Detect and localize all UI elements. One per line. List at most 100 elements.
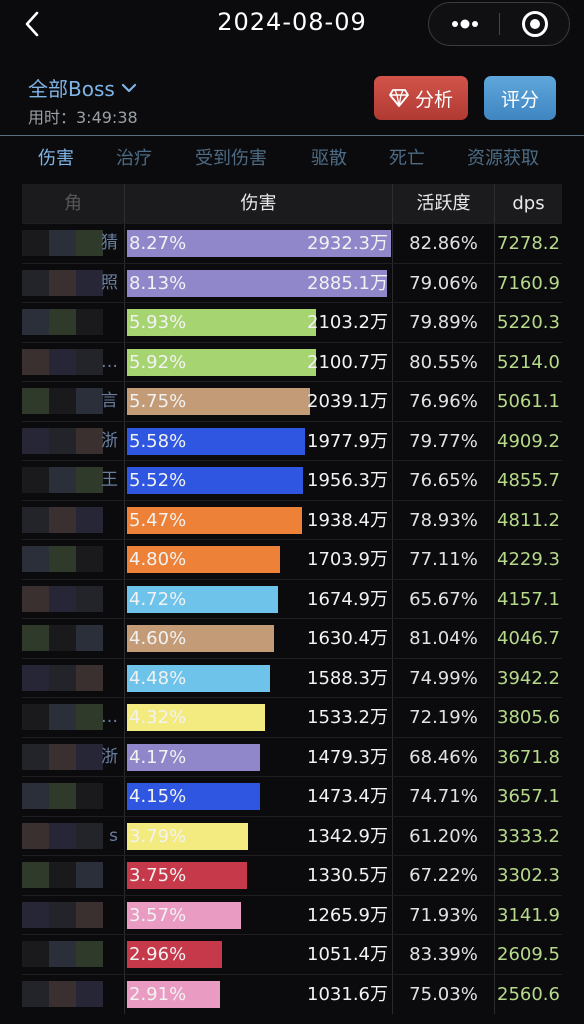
damage-bar [127, 388, 310, 415]
activity-cell: 78.93% [392, 500, 494, 540]
table-row[interactable]: 4.80% 1703.9万 77.11% 4229.3 [22, 539, 562, 579]
blurred-avatar-block [49, 941, 76, 967]
tab-dispel[interactable]: 驱散 [311, 148, 347, 169]
header-activity[interactable]: 活跃度 [392, 184, 494, 223]
more-icon[interactable] [449, 13, 481, 35]
header-damage[interactable]: 伤害 [124, 184, 392, 223]
damage-cell: 5.58% 1977.9万 [124, 421, 392, 461]
table-row[interactable]: 猜 8.27% 2932.3万 82.86% 7278.2 [22, 223, 562, 263]
table-row[interactable]: 浙 4.17% 1479.3万 68.46% 3671.8 [22, 736, 562, 777]
player-name-cell [22, 777, 124, 816]
damage-cell: 5.92% 2100.7万 [124, 342, 392, 382]
analyze-button[interactable]: 分析 [374, 76, 468, 120]
page-title: 2024-08-09 [217, 8, 367, 36]
damage-cell: 3.75% 1330.5万 [124, 856, 392, 895]
player-name-fragment: 照 [101, 272, 118, 293]
mini-program-capsule [428, 2, 570, 46]
activity-cell: 75.03% [392, 974, 494, 1014]
damage-cell: 4.48% 1588.3万 [124, 658, 392, 698]
blurred-avatar-block [22, 980, 49, 1007]
activity-cell: 71.93% [392, 895, 494, 935]
player-name-cell: s [22, 817, 124, 856]
damage-cell: 2.96% 1051.4万 [124, 935, 392, 974]
damage-cell: 4.80% 1703.9万 [124, 540, 392, 579]
tab-resources[interactable]: 资源获取 [467, 148, 539, 169]
damage-amount: 2885.1万 [307, 272, 388, 294]
player-name-cell [22, 856, 124, 895]
dps-cell: 4157.1 [494, 579, 562, 619]
boss-selector[interactable]: 全部Boss [28, 73, 137, 102]
blurred-avatar-block [49, 585, 76, 612]
damage-percent: 4.15% [129, 786, 187, 807]
damage-percent: 5.93% [129, 312, 187, 333]
damage-cell: 4.17% 1479.3万 [124, 737, 392, 777]
header-name[interactable]: 角 [64, 193, 82, 214]
activity-cell: 61.20% [392, 816, 494, 856]
table-row[interactable]: 照 8.13% 2885.1万 79.06% 7160.9 [22, 262, 562, 303]
damage-bar [127, 348, 316, 376]
damage-percent: 5.92% [129, 351, 187, 373]
damage-percent: 4.80% [129, 549, 187, 570]
table-row[interactable]: 2.91% 1031.6万 75.03% 2560.6 [22, 973, 562, 1014]
table-row[interactable]: 4.48% 1588.3万 74.99% 3942.2 [22, 657, 562, 698]
blurred-avatar-block [49, 427, 76, 454]
table-row[interactable]: … 5.92% 2100.7万 80.55% 5214.0 [22, 341, 562, 382]
tab-damage[interactable]: 伤害 [38, 148, 74, 169]
damage-cell: 5.75% 2039.1万 [124, 382, 392, 421]
blurred-avatar-block [22, 230, 49, 256]
diamond-icon [389, 89, 409, 107]
dps-cell: 7160.9 [494, 263, 562, 303]
table-row[interactable]: 5.93% 2103.2万 79.89% 5220.3 [22, 302, 562, 342]
blurred-avatar-block [76, 585, 103, 612]
tab-damage-taken[interactable]: 受到伤害 [195, 148, 267, 169]
damage-bar [127, 625, 274, 652]
table-row[interactable]: s 3.79% 1342.9万 61.20% 3333.2 [22, 815, 562, 856]
damage-percent: 3.75% [129, 865, 187, 886]
player-name-cell: 浙 [22, 738, 124, 777]
activity-cell: 77.11% [392, 540, 494, 579]
activity-cell: 80.55% [392, 342, 494, 382]
activity-cell: 72.19% [392, 698, 494, 737]
tab-deaths[interactable]: 死亡 [389, 148, 425, 169]
tab-healing[interactable]: 治疗 [116, 148, 152, 169]
table-row[interactable]: 3.57% 1265.9万 71.93% 3141.9 [22, 894, 562, 935]
damage-cell: 3.57% 1265.9万 [124, 895, 392, 935]
blurred-avatar-block [22, 546, 49, 572]
table-row[interactable]: 2.96% 1051.4万 83.39% 2609.5 [22, 934, 562, 974]
blurred-avatar-block [76, 862, 103, 888]
table-row[interactable]: 4.60% 1630.4万 81.04% 4046.7 [22, 618, 562, 658]
table-row[interactable]: 4.72% 1674.9万 65.67% 4157.1 [22, 578, 562, 619]
table-row[interactable]: 4.15% 1473.4万 74.71% 3657.1 [22, 776, 562, 816]
player-name-cell: … [22, 343, 124, 382]
table-row[interactable]: 言 5.75% 2039.1万 76.96% 5061.1 [22, 381, 562, 421]
damage-amount: 1703.9万 [307, 549, 388, 570]
rate-button[interactable]: 评分 [484, 76, 556, 120]
damage-bar [127, 506, 302, 534]
table-row[interactable]: 浙 5.58% 1977.9万 79.77% 4909.2 [22, 420, 562, 461]
blurred-avatar-block [22, 625, 49, 651]
damage-cell: 5.93% 2103.2万 [124, 303, 392, 342]
damage-bar [127, 980, 220, 1008]
header-dps[interactable]: dps [494, 184, 562, 223]
player-name-fragment: 王 [101, 470, 118, 490]
activity-cell: 76.65% [392, 461, 494, 500]
damage-bar [127, 704, 265, 731]
close-target-icon[interactable] [521, 10, 549, 38]
dps-cell: 7278.2 [494, 224, 562, 263]
table-row[interactable]: 3.75% 1330.5万 67.22% 3302.3 [22, 855, 562, 895]
table-row[interactable]: 王 5.52% 1956.3万 76.65% 4855.7 [22, 460, 562, 500]
blurred-avatar-block [22, 901, 49, 928]
blurred-avatar-block [49, 783, 76, 809]
activity-cell: 83.39% [392, 935, 494, 974]
activity-cell: 79.06% [392, 263, 494, 303]
player-name-cell [22, 659, 124, 698]
player-name-cell [22, 540, 124, 579]
damage-percent: 5.75% [129, 391, 187, 412]
dps-cell: 4855.7 [494, 461, 562, 500]
back-icon[interactable] [20, 10, 44, 38]
table-row[interactable]: … 4.32% 1533.2万 72.19% 3805.6 [22, 697, 562, 737]
rate-button-label: 评分 [500, 88, 539, 111]
table-row[interactable]: 5.47% 1938.4万 78.93% 4811.2 [22, 499, 562, 540]
damage-amount: 2932.3万 [307, 233, 388, 254]
damage-percent: 8.13% [129, 272, 187, 294]
